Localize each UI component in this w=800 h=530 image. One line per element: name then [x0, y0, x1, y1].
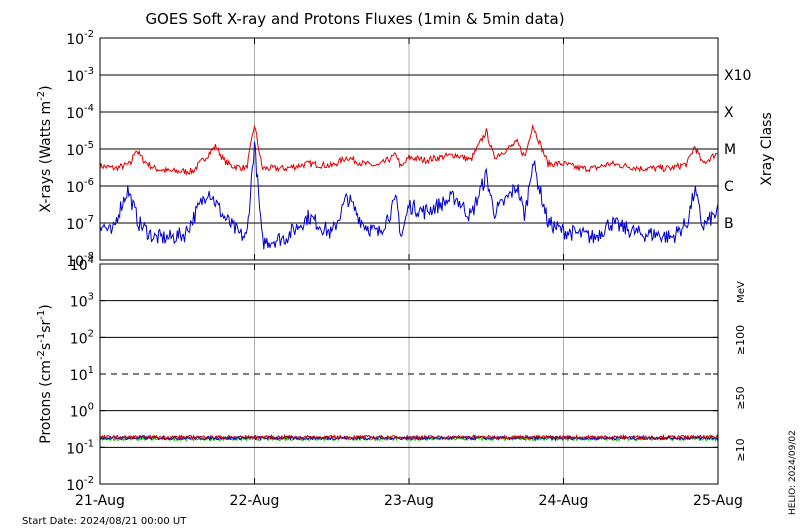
- start-date-note: Start Date: 2024/08/21 00:00 UT: [22, 516, 187, 527]
- x-tick-label: 25-Aug: [693, 493, 743, 509]
- xray-class-label: X: [724, 105, 734, 121]
- proton-y-tick-label: 10-2: [66, 475, 94, 494]
- proton-y-axis-label: Protons (cm-2s-1sr-1): [36, 304, 54, 443]
- xray-class-label: C: [724, 179, 734, 195]
- proton-gridlines: [100, 264, 718, 484]
- proton-y-ticks: 10-2 10-1 100 101 102 103 104: [66, 255, 718, 494]
- helio-side-note: HELIO: 2024/09/02: [788, 430, 798, 515]
- xray-y-axis-label: X-rays (Watts m-2): [36, 85, 54, 212]
- proton-energy-label: ≥100: [734, 325, 747, 355]
- xray-series-line: [99, 123, 718, 176]
- xray-class-label: B: [724, 216, 734, 232]
- xray-y-tick-label: 10-2: [66, 29, 94, 48]
- proton-series-line: [99, 434, 719, 442]
- chart-title: GOES Soft X-ray and Protons Fluxes (1min…: [145, 10, 564, 28]
- xray-class-label: M: [724, 142, 736, 158]
- proton-energy-label: ≥10: [734, 438, 747, 461]
- xray-y-tick-label: 10-5: [66, 140, 94, 159]
- xray-y-tick-label: 10-4: [66, 103, 94, 122]
- proton-y-tick-label: 10-1: [66, 438, 94, 457]
- proton-series: [99, 433, 719, 443]
- xray-gridlines: [100, 38, 718, 260]
- x-tick-label: 23-Aug: [384, 493, 434, 509]
- xray-class-label: X10: [724, 68, 751, 84]
- xray-class-labels: B C M X X10: [724, 68, 751, 232]
- proton-energy-legend: ≥100 ≥50 ≥10 MeV: [734, 281, 747, 462]
- xray-y-tick-label: 10-7: [66, 214, 94, 233]
- proton-energy-label: ≥50: [734, 386, 747, 409]
- proton-y-tick-label: 101: [70, 365, 94, 384]
- proton-energy-unit: MeV: [736, 281, 747, 303]
- xray-y-tick-label: 10-6: [66, 177, 94, 196]
- x-tick-label: 21-Aug: [75, 493, 125, 509]
- proton-y-tick-label: 103: [70, 292, 94, 311]
- x-axis-ticks: 21-Aug 22-Aug 23-Aug 24-Aug 25-Aug: [75, 38, 743, 509]
- x-tick-label: 22-Aug: [230, 493, 280, 509]
- proton-y-tick-label: 102: [70, 328, 94, 347]
- x-tick-label: 24-Aug: [539, 493, 589, 509]
- proton-series-line: [99, 433, 719, 441]
- proton-y-tick-label: 100: [70, 402, 94, 421]
- xray-y-ticks: 10-8 10-7 10-6 10-5 10-4 10-3 10-2: [66, 29, 718, 270]
- xray-series: [99, 123, 719, 250]
- xray-y-tick-label: 10-3: [66, 66, 94, 85]
- xray-class-axis-label: Xray Class: [759, 112, 775, 186]
- xray-y-tick-label: 10-8: [66, 251, 94, 270]
- proton-y-tick-label: 104: [70, 255, 94, 274]
- xray-series-line: [99, 141, 719, 250]
